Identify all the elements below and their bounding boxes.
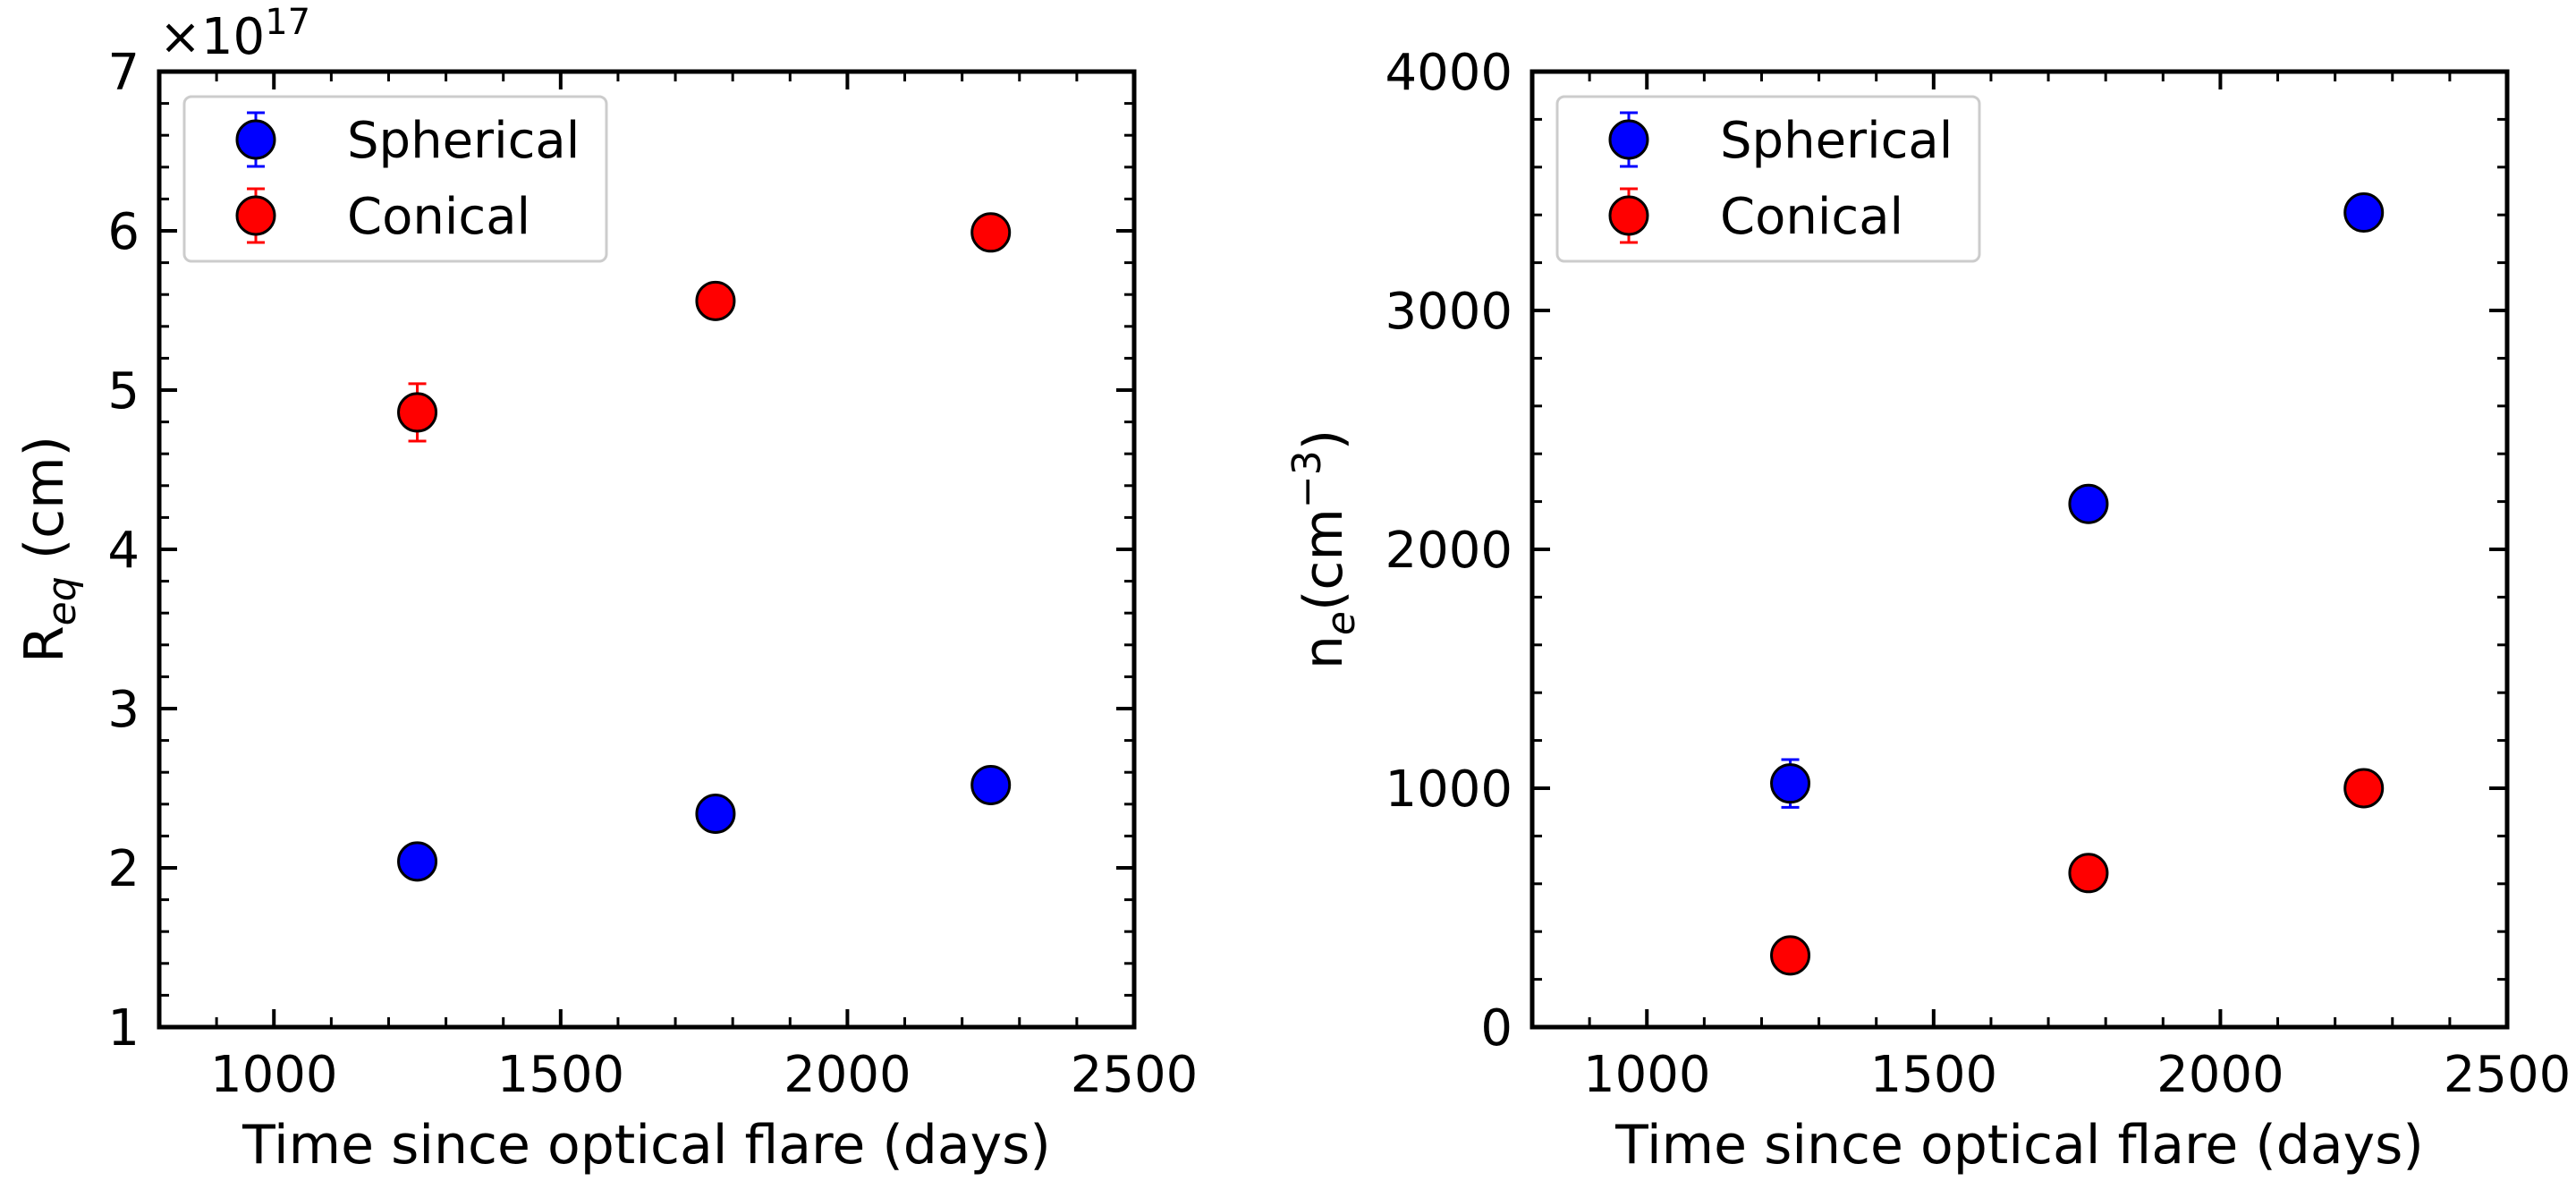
right-x-axis-label: Time since optical flare (days) — [1614, 1114, 2424, 1177]
legend-marker — [1608, 195, 1649, 236]
legend-box — [1555, 95, 1981, 263]
data-point — [695, 793, 736, 834]
legend-label: Conical — [1720, 188, 1903, 246]
x-tick-label: 1000 — [1583, 1046, 1711, 1104]
legend-box — [182, 95, 608, 263]
data-point — [2343, 768, 2385, 809]
left-plot-frame — [157, 69, 1137, 1030]
x-tick-label: 2000 — [2157, 1046, 2284, 1104]
y-tick-label: 0 — [1480, 999, 1513, 1058]
y-tick-label: 2 — [107, 840, 140, 898]
data-point — [2343, 192, 2385, 234]
left-panel: 1000 1500 2000 2500 1 2 3 4 5 6 7 Spherical Conical… — [13, 2, 1198, 1177]
data-point — [1770, 763, 1811, 804]
left-offset-text: ×1017 — [159, 2, 310, 66]
legend-label: Spherical — [347, 112, 580, 170]
left-x-axis-label: Time since optical flare (days) — [242, 1114, 1051, 1177]
y-tick-label: 1 — [107, 999, 140, 1058]
right-panel: 1000 1500 2000 2500 0 1000 2000 3000 4000 Spheri… — [1284, 44, 2571, 1177]
y-tick-label: 1000 — [1385, 760, 1513, 819]
right-tick-labels: 1000 1500 2000 2500 0 1000 2000 3000 4000 — [1385, 44, 2571, 1104]
x-tick-label: 1000 — [210, 1046, 338, 1104]
left-markers — [397, 212, 1012, 882]
y-tick-label: 3 — [107, 681, 140, 739]
y-tick-label: 7 — [107, 44, 140, 102]
data-point — [2068, 483, 2109, 524]
y-tick-label: 6 — [107, 203, 140, 261]
right-plot-frame — [1530, 69, 2510, 1030]
right-y-axis-label: ne(cm−3) — [1284, 429, 1364, 669]
data-point — [397, 392, 438, 433]
legend-label: Conical — [347, 188, 530, 246]
x-tick-label: 2000 — [784, 1046, 911, 1104]
right-legend: Spherical Conical — [1555, 95, 1981, 263]
y-tick-label: 4 — [107, 522, 140, 580]
left-legend: Spherical Conical — [182, 95, 608, 263]
x-tick-label: 2500 — [1071, 1046, 1199, 1104]
right-markers — [1770, 192, 2385, 976]
y-tick-label: 5 — [107, 362, 140, 421]
y-tick-label: 4000 — [1385, 44, 1513, 102]
x-tick-label: 2500 — [2444, 1046, 2572, 1104]
y-tick-label: 3000 — [1385, 283, 1513, 341]
legend-label: Spherical — [1720, 112, 1953, 170]
legend-marker — [1608, 119, 1649, 160]
legend-marker — [235, 195, 276, 236]
x-tick-label: 1500 — [1870, 1046, 1998, 1104]
data-point — [695, 280, 736, 321]
data-point — [970, 212, 1012, 253]
y-tick-label: 2000 — [1385, 522, 1513, 580]
data-point — [2068, 853, 2109, 894]
left-tick-labels: 1000 1500 2000 2500 1 2 3 4 5 6 7 — [107, 44, 1198, 1104]
data-point — [397, 841, 438, 882]
left-y-axis-label: Req (cm) — [13, 436, 85, 663]
data-point — [1770, 935, 1811, 976]
x-tick-label: 1500 — [497, 1046, 625, 1104]
data-point — [970, 764, 1012, 805]
legend-marker — [235, 119, 276, 160]
